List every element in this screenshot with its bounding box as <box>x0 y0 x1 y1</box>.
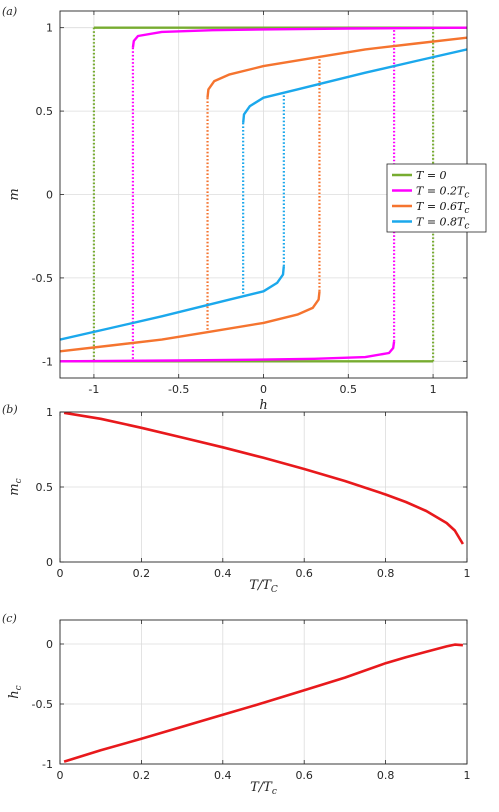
legend-label-sub: c <box>464 222 469 232</box>
x-tick-label: 0.2 <box>133 769 151 782</box>
plot-marks <box>63 643 463 763</box>
plot-area <box>60 620 467 764</box>
plot-marks <box>60 26 467 363</box>
legend-label: T = 0.8Tc <box>416 216 469 232</box>
y-tick-label: 0 <box>46 189 53 202</box>
x-tick-label: 0 <box>57 769 64 782</box>
x-tick-label: 0.8 <box>377 567 395 580</box>
x-tick-label: 0.4 <box>214 769 232 782</box>
y-tick-label: -1 <box>42 758 53 771</box>
series-2 <box>60 36 467 353</box>
legend-label-main: T = 0 <box>416 169 447 182</box>
y-axis-label: hc <box>7 685 24 698</box>
y-tick-label: 1 <box>46 406 53 419</box>
y-axis-label: mc <box>7 478 24 495</box>
y-axis-label-sub: c <box>14 685 24 690</box>
panel-label: (c) <box>2 612 17 625</box>
legend-label-sub: c <box>464 191 469 201</box>
axes-frame <box>59 411 468 563</box>
x-tick-label: 1 <box>464 769 471 782</box>
upper-branch-line <box>131 26 467 48</box>
x-tick-label: 0.5 <box>340 383 358 396</box>
legend-label-main: T = 0.2T <box>416 185 466 198</box>
x-axis-label-sub: C <box>271 585 278 595</box>
x-tick-label: -0.5 <box>168 383 189 396</box>
x-axis-label: h <box>259 398 267 413</box>
panel-a: -1 -0.5 0 0.5 1 -1 -0.5 0 0.5 1 (a) h m T = 0 T = 0.2T… <box>2 5 487 413</box>
lower-branch-line <box>60 266 285 341</box>
legend-label-main: T = 0.6T <box>416 200 466 213</box>
x-tick-label: 0.6 <box>295 567 313 580</box>
series-3 <box>60 48 467 341</box>
x-tick-label: 0.6 <box>295 769 313 782</box>
x-axis-label-main: T/T <box>250 780 273 795</box>
legend-label-main: T = 0.8T <box>416 216 466 229</box>
lower-branch-line <box>60 291 321 353</box>
y-tick-label: -1 <box>42 355 53 368</box>
legend-label: T = 0.6Tc <box>416 200 469 216</box>
x-tick-label: 0 <box>260 383 267 396</box>
series-1 <box>60 26 467 363</box>
legend-label: T = 0 <box>416 169 447 182</box>
plot-marks <box>63 412 465 545</box>
upper-branch-line <box>242 48 467 123</box>
panel-label: (b) <box>2 403 18 416</box>
y-tick-label: 0 <box>46 556 53 569</box>
y-tick-label: -0.5 <box>32 698 53 711</box>
legend-label-sub: c <box>464 206 469 216</box>
x-axis-label: T/Tc <box>250 780 277 797</box>
y-axis-label-main: m <box>7 483 22 495</box>
y-tick-label: -0.5 <box>32 272 53 285</box>
x-axis-label: T/TC <box>249 578 278 595</box>
x-tick-label: 0.8 <box>377 769 395 782</box>
x-tick-label: 0 <box>57 567 64 580</box>
legend-label: T = 0.2Tc <box>416 185 469 201</box>
y-axis-label: m <box>7 188 22 200</box>
y-tick-label: 0 <box>46 638 53 651</box>
series-line <box>63 643 463 763</box>
y-axis-label-sub: c <box>14 478 24 483</box>
x-tick-label: 1 <box>430 383 437 396</box>
x-tick-label: 0.2 <box>133 567 151 580</box>
y-tick-label: 0.5 <box>36 105 54 118</box>
y-axis-label-main: h <box>7 690 22 698</box>
series-line <box>63 412 465 545</box>
axes-frame <box>59 619 468 765</box>
upper-branch-line <box>206 36 467 98</box>
x-tick-label: 0.4 <box>214 567 232 580</box>
lower-branch-line <box>60 341 396 363</box>
x-axis-label-main: T/T <box>249 578 272 593</box>
y-tick-label: 0.5 <box>36 481 54 494</box>
x-tick-label: -1 <box>88 383 99 396</box>
panel-label: (a) <box>2 5 17 18</box>
x-tick-label: 1 <box>464 567 471 580</box>
y-tick-label: 1 <box>46 22 53 35</box>
x-axis-label-sub: c <box>272 787 277 797</box>
